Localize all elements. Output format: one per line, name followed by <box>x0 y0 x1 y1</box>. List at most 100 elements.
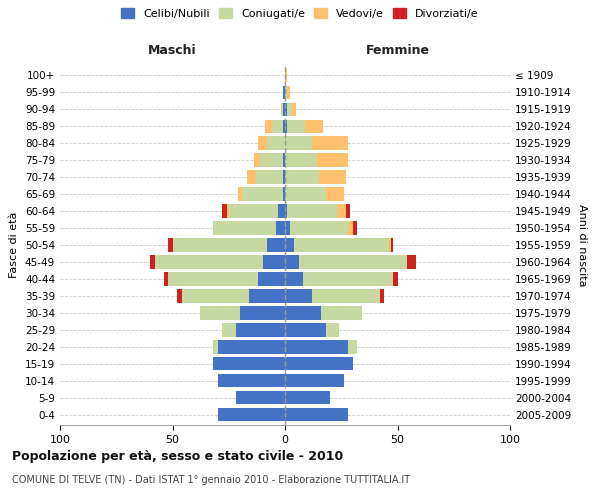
Bar <box>222 324 235 336</box>
Bar <box>285 68 287 82</box>
Bar <box>258 272 285 285</box>
Bar <box>213 357 285 370</box>
Bar <box>222 204 227 218</box>
Bar <box>285 102 287 116</box>
Bar <box>199 306 240 320</box>
Bar <box>348 222 353 234</box>
Y-axis label: Fasce di età: Fasce di età <box>10 212 19 278</box>
Bar <box>218 340 285 353</box>
Bar <box>305 120 323 133</box>
Bar <box>283 188 285 200</box>
Bar <box>242 188 283 200</box>
Bar <box>285 391 330 404</box>
Bar <box>240 306 285 320</box>
Bar <box>238 188 242 200</box>
Bar <box>150 256 155 268</box>
Bar <box>353 222 357 234</box>
Bar <box>285 120 287 133</box>
Bar <box>254 154 260 166</box>
Bar <box>278 204 285 218</box>
Bar <box>319 170 346 183</box>
Text: Popolazione per età, sesso e stato civile - 2010: Popolazione per età, sesso e stato civil… <box>12 450 343 463</box>
Bar <box>299 256 407 268</box>
Bar <box>263 256 285 268</box>
Bar <box>393 272 398 285</box>
Bar <box>155 256 263 268</box>
Bar <box>285 290 312 302</box>
Bar <box>283 154 285 166</box>
Text: Femmine: Femmine <box>365 44 430 57</box>
Bar <box>285 256 299 268</box>
Bar <box>213 340 218 353</box>
Bar <box>285 188 325 200</box>
Bar <box>256 170 283 183</box>
Bar <box>348 340 357 353</box>
Bar <box>287 204 337 218</box>
Bar <box>292 102 296 116</box>
Bar <box>271 120 283 133</box>
Bar <box>285 374 343 388</box>
Bar <box>285 86 287 99</box>
Bar <box>260 154 283 166</box>
Bar <box>321 306 361 320</box>
Bar <box>249 290 285 302</box>
Bar <box>285 306 321 320</box>
Bar <box>283 102 285 116</box>
Bar <box>283 86 285 99</box>
Bar <box>281 102 283 116</box>
Bar <box>285 238 294 252</box>
Bar <box>229 204 278 218</box>
Bar <box>276 222 285 234</box>
Legend: Celibi/Nubili, Coniugati/e, Vedovi/e, Divorziati/e: Celibi/Nubili, Coniugati/e, Vedovi/e, Di… <box>119 6 481 21</box>
Bar <box>389 238 391 252</box>
Bar <box>285 272 303 285</box>
Bar <box>177 290 182 302</box>
Bar <box>346 204 350 218</box>
Bar <box>312 290 380 302</box>
Bar <box>168 238 173 252</box>
Bar <box>218 374 285 388</box>
Bar <box>227 204 229 218</box>
Bar <box>391 238 393 252</box>
Bar <box>325 324 339 336</box>
Text: COMUNE DI TELVE (TN) - Dati ISTAT 1° gennaio 2010 - Elaborazione TUTTITALIA.IT: COMUNE DI TELVE (TN) - Dati ISTAT 1° gen… <box>12 475 410 485</box>
Bar <box>287 120 305 133</box>
Bar <box>283 120 285 133</box>
Bar <box>265 120 271 133</box>
Bar <box>337 204 346 218</box>
Bar <box>312 136 348 149</box>
Bar <box>235 324 285 336</box>
Bar <box>247 170 256 183</box>
Bar <box>218 408 285 422</box>
Bar <box>173 238 267 252</box>
Bar <box>290 222 348 234</box>
Bar <box>380 290 384 302</box>
Bar <box>285 136 312 149</box>
Bar <box>285 222 290 234</box>
Y-axis label: Anni di nascita: Anni di nascita <box>577 204 587 286</box>
Bar <box>285 340 348 353</box>
Bar <box>285 154 317 166</box>
Bar <box>407 256 415 268</box>
Bar <box>285 204 287 218</box>
Bar <box>294 238 389 252</box>
Bar <box>285 357 353 370</box>
Bar <box>213 222 276 234</box>
Bar <box>303 272 393 285</box>
Bar <box>285 170 319 183</box>
Bar <box>168 272 258 285</box>
Bar <box>163 272 168 285</box>
Bar <box>267 136 285 149</box>
Bar <box>267 238 285 252</box>
Bar <box>182 290 249 302</box>
Bar <box>317 154 348 166</box>
Bar <box>287 102 292 116</box>
Bar <box>258 136 267 149</box>
Bar <box>283 170 285 183</box>
Text: Maschi: Maschi <box>148 44 197 57</box>
Bar <box>287 86 290 99</box>
Bar <box>285 324 325 336</box>
Bar <box>325 188 343 200</box>
Bar <box>285 408 348 422</box>
Bar <box>235 391 285 404</box>
